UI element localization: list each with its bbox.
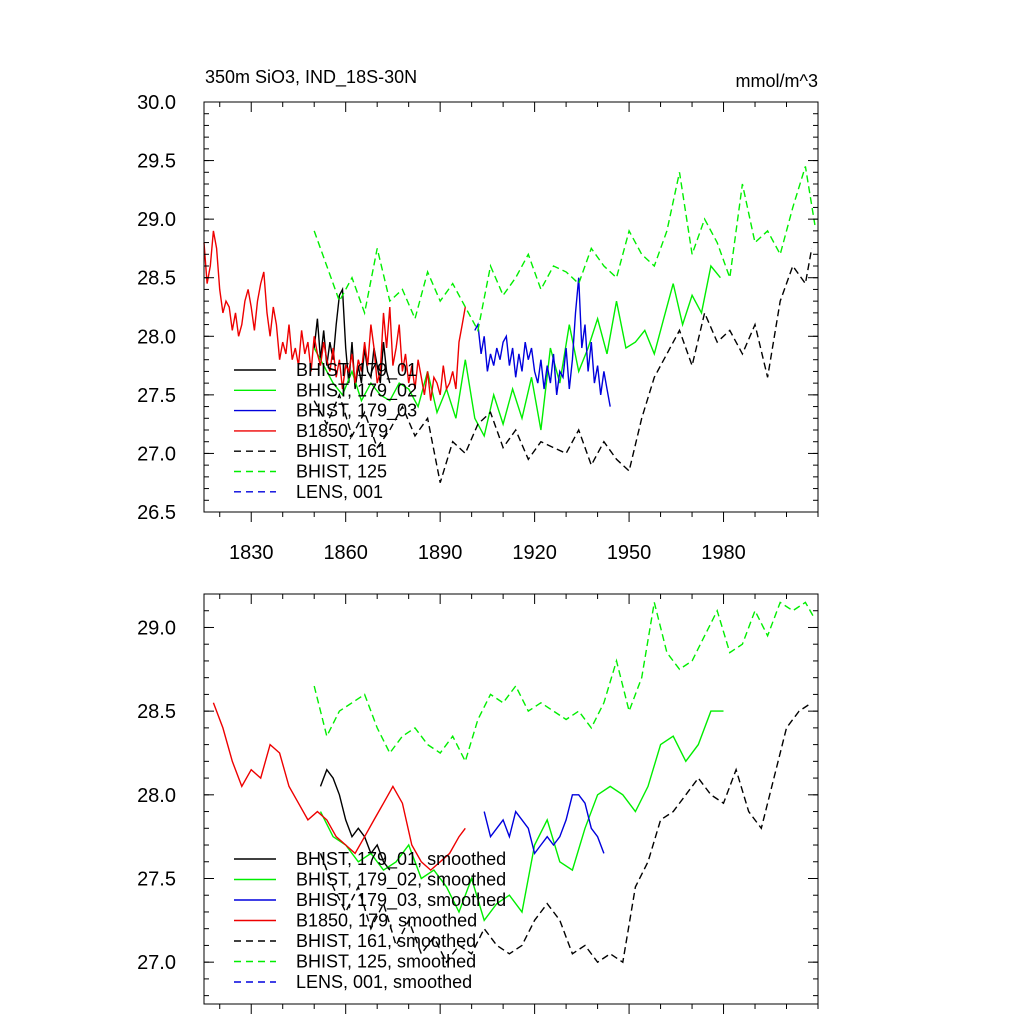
legend-label: BHIST, 179_02 — [296, 380, 417, 401]
top-axis-ticks: 26.5 27.0 27.5 28.0 28.5 29.0 29.5 30.0 1830 1860… — [137, 92, 819, 564]
top-series-bhist-179-01 — [313, 286, 391, 390]
legend-label: BHIST, 125, smoothed — [296, 952, 476, 972]
bottom-series-bhist-179-03-smoothed — [483, 794, 605, 855]
y-tick-label: 27.5 — [137, 385, 176, 407]
y-tick-label: 26.5 — [137, 502, 176, 524]
x-tick-label: 1830 — [229, 542, 274, 564]
bottom-series-bhist-125-smoothed — [313, 601, 816, 764]
top-panel: 350m SiO3, IND_18S-30N mmol/m^3 26.5 27.0… — [137, 67, 819, 564]
top-series-bhist-161 — [313, 248, 813, 483]
bottom-series-bhist-179-02-smoothed — [319, 710, 724, 922]
bottom-plot-frame — [203, 593, 819, 1005]
bottom-series-group — [212, 601, 816, 964]
y-tick-label: 27.5 — [137, 868, 176, 890]
chart-title: 350m SiO3, IND_18S-30N — [205, 67, 417, 88]
y-tick-label: 29.0 — [137, 209, 176, 231]
legend-label: BHIST, 161 — [296, 441, 387, 461]
legend-label: BHIST, 179_03 — [296, 401, 417, 422]
legend-label: LENS, 001 — [296, 482, 383, 502]
y-tick-label: 28.0 — [137, 326, 176, 348]
bottom-series-bhist-161-smoothed — [319, 702, 813, 964]
top-series-b1850-179 — [203, 230, 466, 401]
bottom-axis-ticks: 27.0 27.5 28.0 28.5 29.0 — [137, 593, 819, 1014]
legend-label: BHIST, 179_01, smoothed — [296, 849, 506, 870]
legend-label: BHIST, 125 — [296, 462, 387, 482]
y-tick-label: 28.5 — [137, 701, 176, 723]
top-series-group — [203, 166, 816, 483]
x-tick-label: 1890 — [418, 542, 463, 564]
bottom-series-bhist-179-01-smoothed — [319, 768, 391, 871]
top-series-bhist-179-02 — [313, 264, 721, 438]
y-tick-label: 30.0 — [137, 92, 176, 114]
x-tick-label: 1950 — [607, 542, 652, 564]
top-plot-frame — [203, 101, 819, 513]
y-tick-label: 28.0 — [137, 785, 176, 807]
y-tick-label: 27.0 — [137, 443, 176, 465]
legend-label: BHIST, 179_02, smoothed — [296, 870, 506, 891]
top-series-bhist-179-03 — [474, 277, 611, 407]
x-tick-label: 1860 — [323, 542, 368, 564]
bottom-panel: 27.0 27.5 28.0 28.5 29.0 BHIST, 179_01, smoo… — [137, 593, 819, 1014]
legend-label: B1850, 179 — [296, 421, 388, 441]
bottom-series-b1850-179-smoothed — [212, 702, 466, 872]
y-tick-label: 28.5 — [137, 268, 176, 290]
legend-label: BHIST, 179_03, smoothed — [296, 890, 506, 911]
y-tick-label: 29.0 — [137, 617, 176, 639]
x-tick-label: 1980 — [701, 542, 746, 564]
legend-label: BHIST, 161, smoothed — [296, 931, 476, 951]
legend-label: BHIST, 179_01 — [296, 360, 417, 381]
y-tick-label: 27.0 — [137, 952, 176, 974]
top-series-bhist-125 — [313, 166, 816, 333]
y-tick-label: 29.5 — [137, 151, 176, 173]
x-tick-label: 1920 — [512, 542, 557, 564]
units-label: mmol/m^3 — [736, 71, 818, 91]
legend-label: LENS, 001, smoothed — [296, 972, 472, 992]
legend-label: B1850, 179, smoothed — [296, 911, 477, 931]
